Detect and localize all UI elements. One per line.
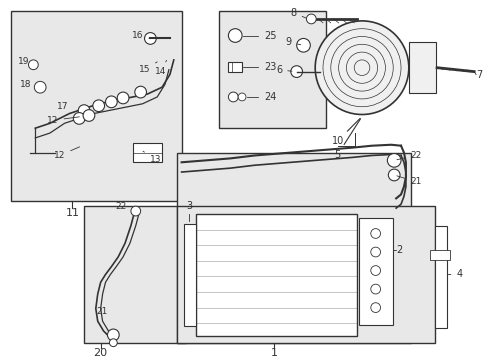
Circle shape xyxy=(73,113,85,124)
Text: 13: 13 xyxy=(142,151,161,164)
Bar xyxy=(218,11,325,128)
Text: 5: 5 xyxy=(334,119,360,159)
Circle shape xyxy=(117,92,129,104)
Text: 24: 24 xyxy=(264,92,276,102)
Text: 12: 12 xyxy=(54,147,80,160)
Text: 4: 4 xyxy=(447,269,462,279)
Circle shape xyxy=(387,169,399,181)
Bar xyxy=(228,62,242,72)
Circle shape xyxy=(93,100,104,112)
Text: 9: 9 xyxy=(285,37,300,48)
Bar xyxy=(84,206,186,343)
Text: 10: 10 xyxy=(331,118,359,146)
Circle shape xyxy=(370,266,380,275)
Text: 25: 25 xyxy=(264,31,276,41)
Text: 11: 11 xyxy=(65,208,79,218)
Circle shape xyxy=(144,33,156,44)
Bar xyxy=(408,42,435,93)
Text: 20: 20 xyxy=(93,348,107,357)
Circle shape xyxy=(306,14,316,24)
Bar xyxy=(434,226,446,328)
Text: 17: 17 xyxy=(57,102,68,111)
Text: 19: 19 xyxy=(18,57,29,66)
Bar xyxy=(176,153,410,343)
Bar xyxy=(133,143,162,162)
Text: 21: 21 xyxy=(96,307,107,316)
Text: 18: 18 xyxy=(20,80,31,89)
Bar xyxy=(429,250,449,260)
Bar xyxy=(176,206,434,343)
Text: 15: 15 xyxy=(139,62,157,74)
Text: 6: 6 xyxy=(276,65,291,75)
Text: 2: 2 xyxy=(395,245,402,255)
Bar xyxy=(196,214,356,336)
Circle shape xyxy=(135,86,146,98)
Circle shape xyxy=(370,229,380,238)
Text: 7: 7 xyxy=(475,69,481,80)
Text: 8: 8 xyxy=(290,8,305,18)
Circle shape xyxy=(386,153,400,167)
Circle shape xyxy=(370,303,380,312)
Text: 21: 21 xyxy=(396,176,421,186)
Bar xyxy=(11,11,181,201)
Circle shape xyxy=(78,105,90,117)
Text: 3: 3 xyxy=(186,201,192,211)
Text: 14: 14 xyxy=(154,60,166,76)
Circle shape xyxy=(290,66,302,77)
Text: 16: 16 xyxy=(132,31,150,40)
Circle shape xyxy=(131,206,141,216)
Circle shape xyxy=(109,339,117,347)
Text: 22: 22 xyxy=(396,151,420,160)
Circle shape xyxy=(238,93,245,101)
Circle shape xyxy=(370,284,380,294)
Bar xyxy=(358,218,392,325)
Text: 22: 22 xyxy=(115,202,126,211)
Text: 12: 12 xyxy=(47,116,79,125)
Bar xyxy=(183,224,196,326)
Circle shape xyxy=(34,81,46,93)
Circle shape xyxy=(83,110,95,121)
Text: 1: 1 xyxy=(270,348,277,357)
Circle shape xyxy=(315,21,408,114)
Circle shape xyxy=(228,92,238,102)
Circle shape xyxy=(107,329,119,341)
Circle shape xyxy=(296,39,310,52)
Text: 23: 23 xyxy=(264,62,276,72)
Circle shape xyxy=(105,96,117,108)
Circle shape xyxy=(228,29,242,42)
Circle shape xyxy=(370,247,380,257)
Circle shape xyxy=(28,60,38,69)
